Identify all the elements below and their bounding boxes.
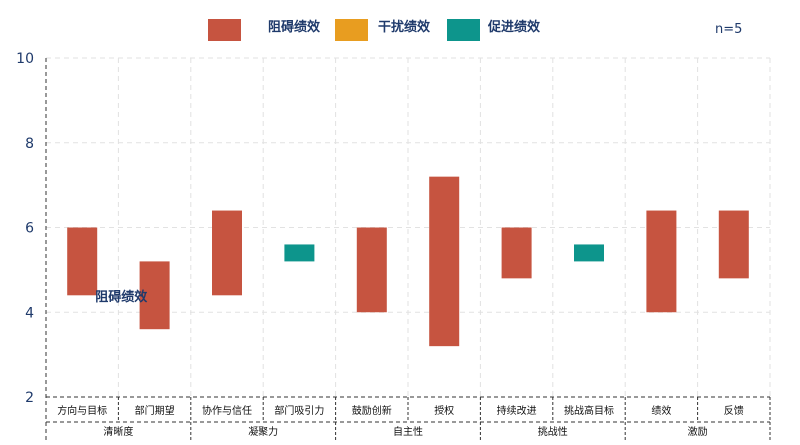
y-tick-label: 2: [25, 390, 34, 406]
bar: [139, 261, 170, 330]
axes: [45, 58, 770, 440]
sample-size-note: n=5: [715, 22, 742, 37]
bar: [574, 244, 604, 262]
legend-label: 促进绩效: [487, 19, 541, 35]
legend: 阻碍绩效 干扰绩效 促进绩效: [208, 19, 541, 41]
x-group-label: 清晰度: [103, 425, 133, 438]
y-tick-label: 8: [25, 136, 34, 152]
bar: [646, 210, 677, 313]
x-category-label: 方向与目标: [57, 404, 107, 417]
y-axis-ticks: 2 4 6 8 10: [16, 51, 34, 406]
legend-label: 阻碍绩效: [268, 19, 321, 35]
bars: [67, 176, 749, 347]
legend-swatch: [335, 19, 368, 41]
y-tick-label: 4: [25, 305, 34, 321]
x-category-label: 部门吸引力: [274, 404, 324, 417]
x-category-label: 持续改进: [497, 404, 537, 417]
y-tick-label: 6: [25, 221, 34, 237]
x-category-label: 协作与信任: [202, 404, 252, 417]
bar: [718, 210, 749, 279]
x-group-label: 自主性: [393, 425, 423, 438]
x-category-label: 授权: [434, 404, 454, 417]
x-axis-categories: 方向与目标 部门期望 协作与信任 部门吸引力 鼓励创新 授权 持续改进 挑战高目标 绩效 反馈: [57, 397, 771, 440]
bar: [67, 227, 98, 296]
x-group-label: 激励: [688, 425, 708, 438]
bar: [429, 176, 460, 347]
y-tick-label: 10: [16, 51, 34, 67]
x-category-label: 挑战高目标: [564, 404, 614, 417]
x-group-label: 凝聚力: [248, 425, 278, 438]
x-category-label: 反馈: [724, 404, 744, 417]
grid-lines: [46, 57, 771, 397]
legend-swatch: [447, 19, 480, 41]
bar: [212, 210, 242, 296]
bar: [356, 227, 387, 313]
x-axis-groups: 清晰度 凝聚力 自主性 挑战性 激励: [103, 422, 708, 440]
x-category-label: 鼓励创新: [352, 404, 392, 417]
x-group-label: 挑战性: [538, 425, 568, 438]
bar: [284, 244, 315, 262]
x-category-label: 部门期望: [135, 404, 175, 417]
legend-label: 干扰绩效: [378, 19, 431, 35]
bar-annotation: 阻碍绩效: [95, 289, 148, 305]
legend-swatch: [208, 19, 241, 41]
bar: [501, 227, 532, 279]
x-category-label: 绩效: [651, 404, 671, 417]
